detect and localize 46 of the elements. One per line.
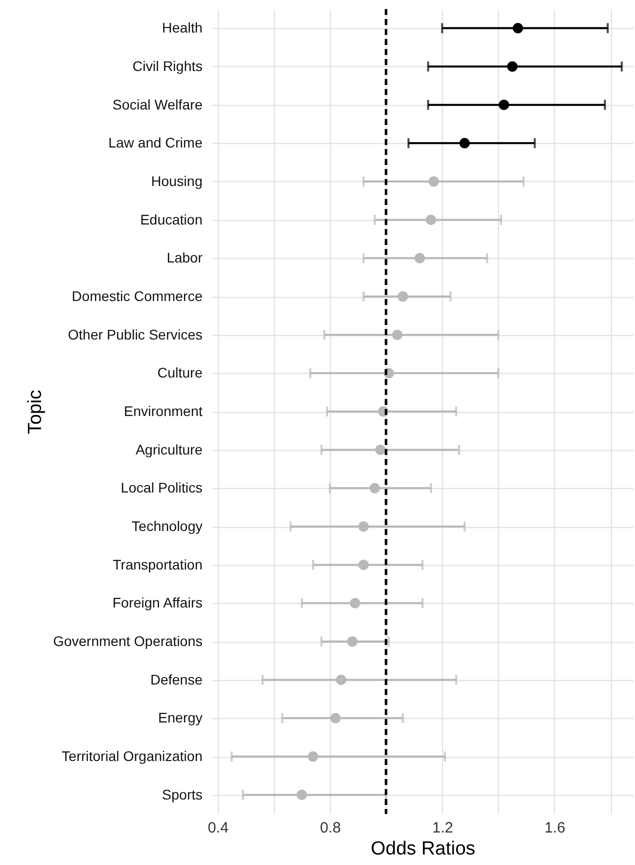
x-tick-label: 1.2 [432,820,454,836]
y-tick-label: Other Public Services [68,326,202,342]
y-tick-label: Territorial Organization [62,748,202,764]
y-tick-label: Sports [162,786,202,802]
point [370,482,380,494]
point [347,636,358,647]
y-tick-label: Civil Rights [132,58,202,74]
point [308,751,318,762]
point [459,138,470,148]
point [336,674,346,686]
point [428,176,439,187]
y-tick-label: Local Politics [120,480,202,496]
y-tick-label: Energy [158,710,202,726]
point [358,521,369,532]
y-tick-label: Foreign Affairs [112,594,202,611]
point [330,712,341,724]
x-tick-label: 1.6 [544,820,566,836]
y-tick-label: Environment [124,403,203,419]
y-tick-label: Government Operations [53,633,202,649]
x-tick-label: 0.8 [320,820,341,836]
y-tick-label: Technology [132,518,202,534]
y-tick-label: Transportation [112,556,202,572]
y-tick-label: Culture [157,364,203,381]
point [512,22,524,34]
point [426,214,436,226]
point [498,100,510,110]
y-tick-label: Health [162,20,202,36]
y-tick-label: Law and Crime [108,134,203,151]
point [375,444,386,456]
y-tick-label: Labor [166,250,203,266]
point [296,790,308,800]
y-axis-title: Topic [25,390,46,434]
point [398,291,408,302]
point [392,330,402,340]
point [414,252,425,264]
y-tick-label: Social Welfare [112,96,203,112]
y-tick-label: Housing [151,173,202,189]
point [507,61,518,72]
x-axis-title: Odds Ratios [370,838,476,860]
y-tick-label: Agriculture [136,441,203,458]
y-tick-label: Domestic Commerce [72,288,203,304]
y-tick-label: Education [140,211,202,228]
point [350,598,360,608]
x-tick-label: 0.4 [208,820,229,836]
y-tick-label: Defense [150,671,203,688]
point [358,560,369,570]
